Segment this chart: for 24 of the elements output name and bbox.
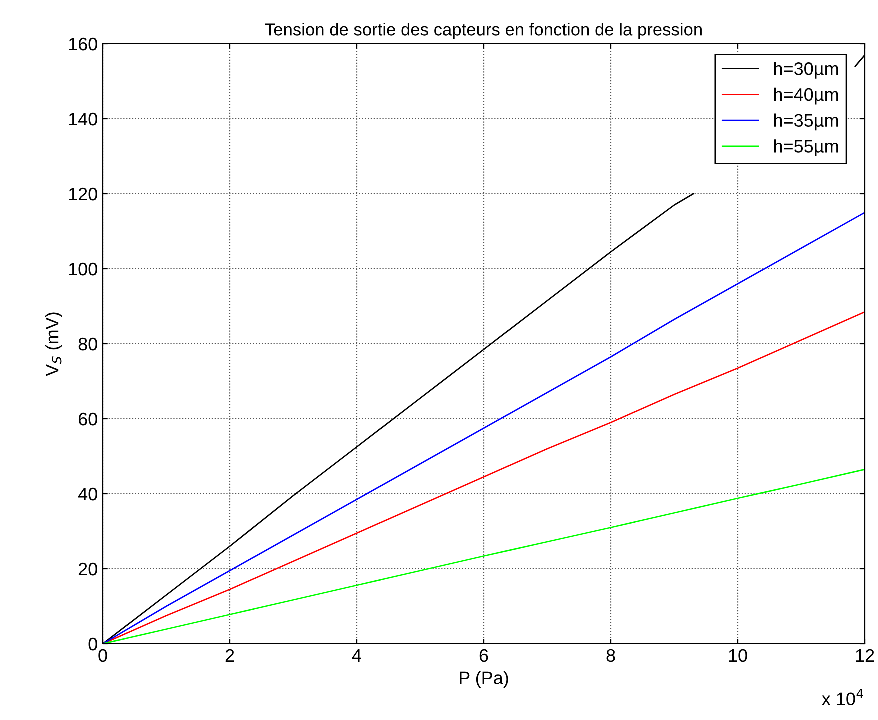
- x-axis-title: P (Pa): [460, 671, 508, 688]
- y-tick-label: 120: [69, 188, 98, 201]
- legend-label: h=55µm: [774, 140, 838, 156]
- legend-label: h=30µm: [774, 62, 838, 79]
- y-tick-label: 60: [78, 412, 98, 426]
- y-tick-label: 100: [69, 262, 98, 276]
- legend-label: h=35µm: [774, 114, 838, 131]
- x-tick-label: 10: [729, 649, 748, 662]
- y-axis-title: V$_{S}$ (mV): [45, 312, 62, 376]
- x-tick-label: 12: [856, 649, 874, 662]
- y-tick-label: 160: [69, 38, 98, 51]
- chart-title: Tension de sortie des capteurs en fonction de la pression: [265, 23, 702, 40]
- y-tick-label: 80: [78, 338, 98, 351]
- y-tick-label: 20: [78, 562, 98, 576]
- y-tick-label: 0: [88, 638, 98, 651]
- x-tick-label: 8: [606, 649, 616, 662]
- x-tick-label: 0: [98, 649, 108, 662]
- y-tick-label: 40: [78, 488, 98, 501]
- y-tick-label: 140: [69, 112, 98, 126]
- x-tick-label: 6: [480, 649, 488, 662]
- text: x 10$^{4}$: [822, 689, 864, 706]
- legend-label: h=40µm: [774, 88, 838, 105]
- x-tick-label: 4: [352, 650, 362, 662]
- x-tick-label: 2: [226, 649, 234, 662]
